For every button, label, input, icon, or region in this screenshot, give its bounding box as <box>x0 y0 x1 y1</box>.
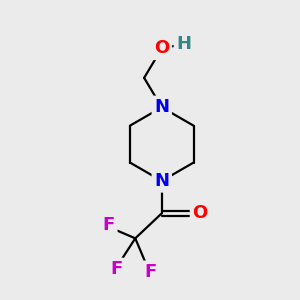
Text: O: O <box>154 39 170 57</box>
Text: O: O <box>192 204 208 222</box>
Text: F: F <box>110 260 122 278</box>
Text: N: N <box>154 98 169 116</box>
Text: F: F <box>144 263 156 281</box>
Text: F: F <box>103 216 115 234</box>
Text: N: N <box>154 172 169 190</box>
Text: H: H <box>176 35 191 53</box>
